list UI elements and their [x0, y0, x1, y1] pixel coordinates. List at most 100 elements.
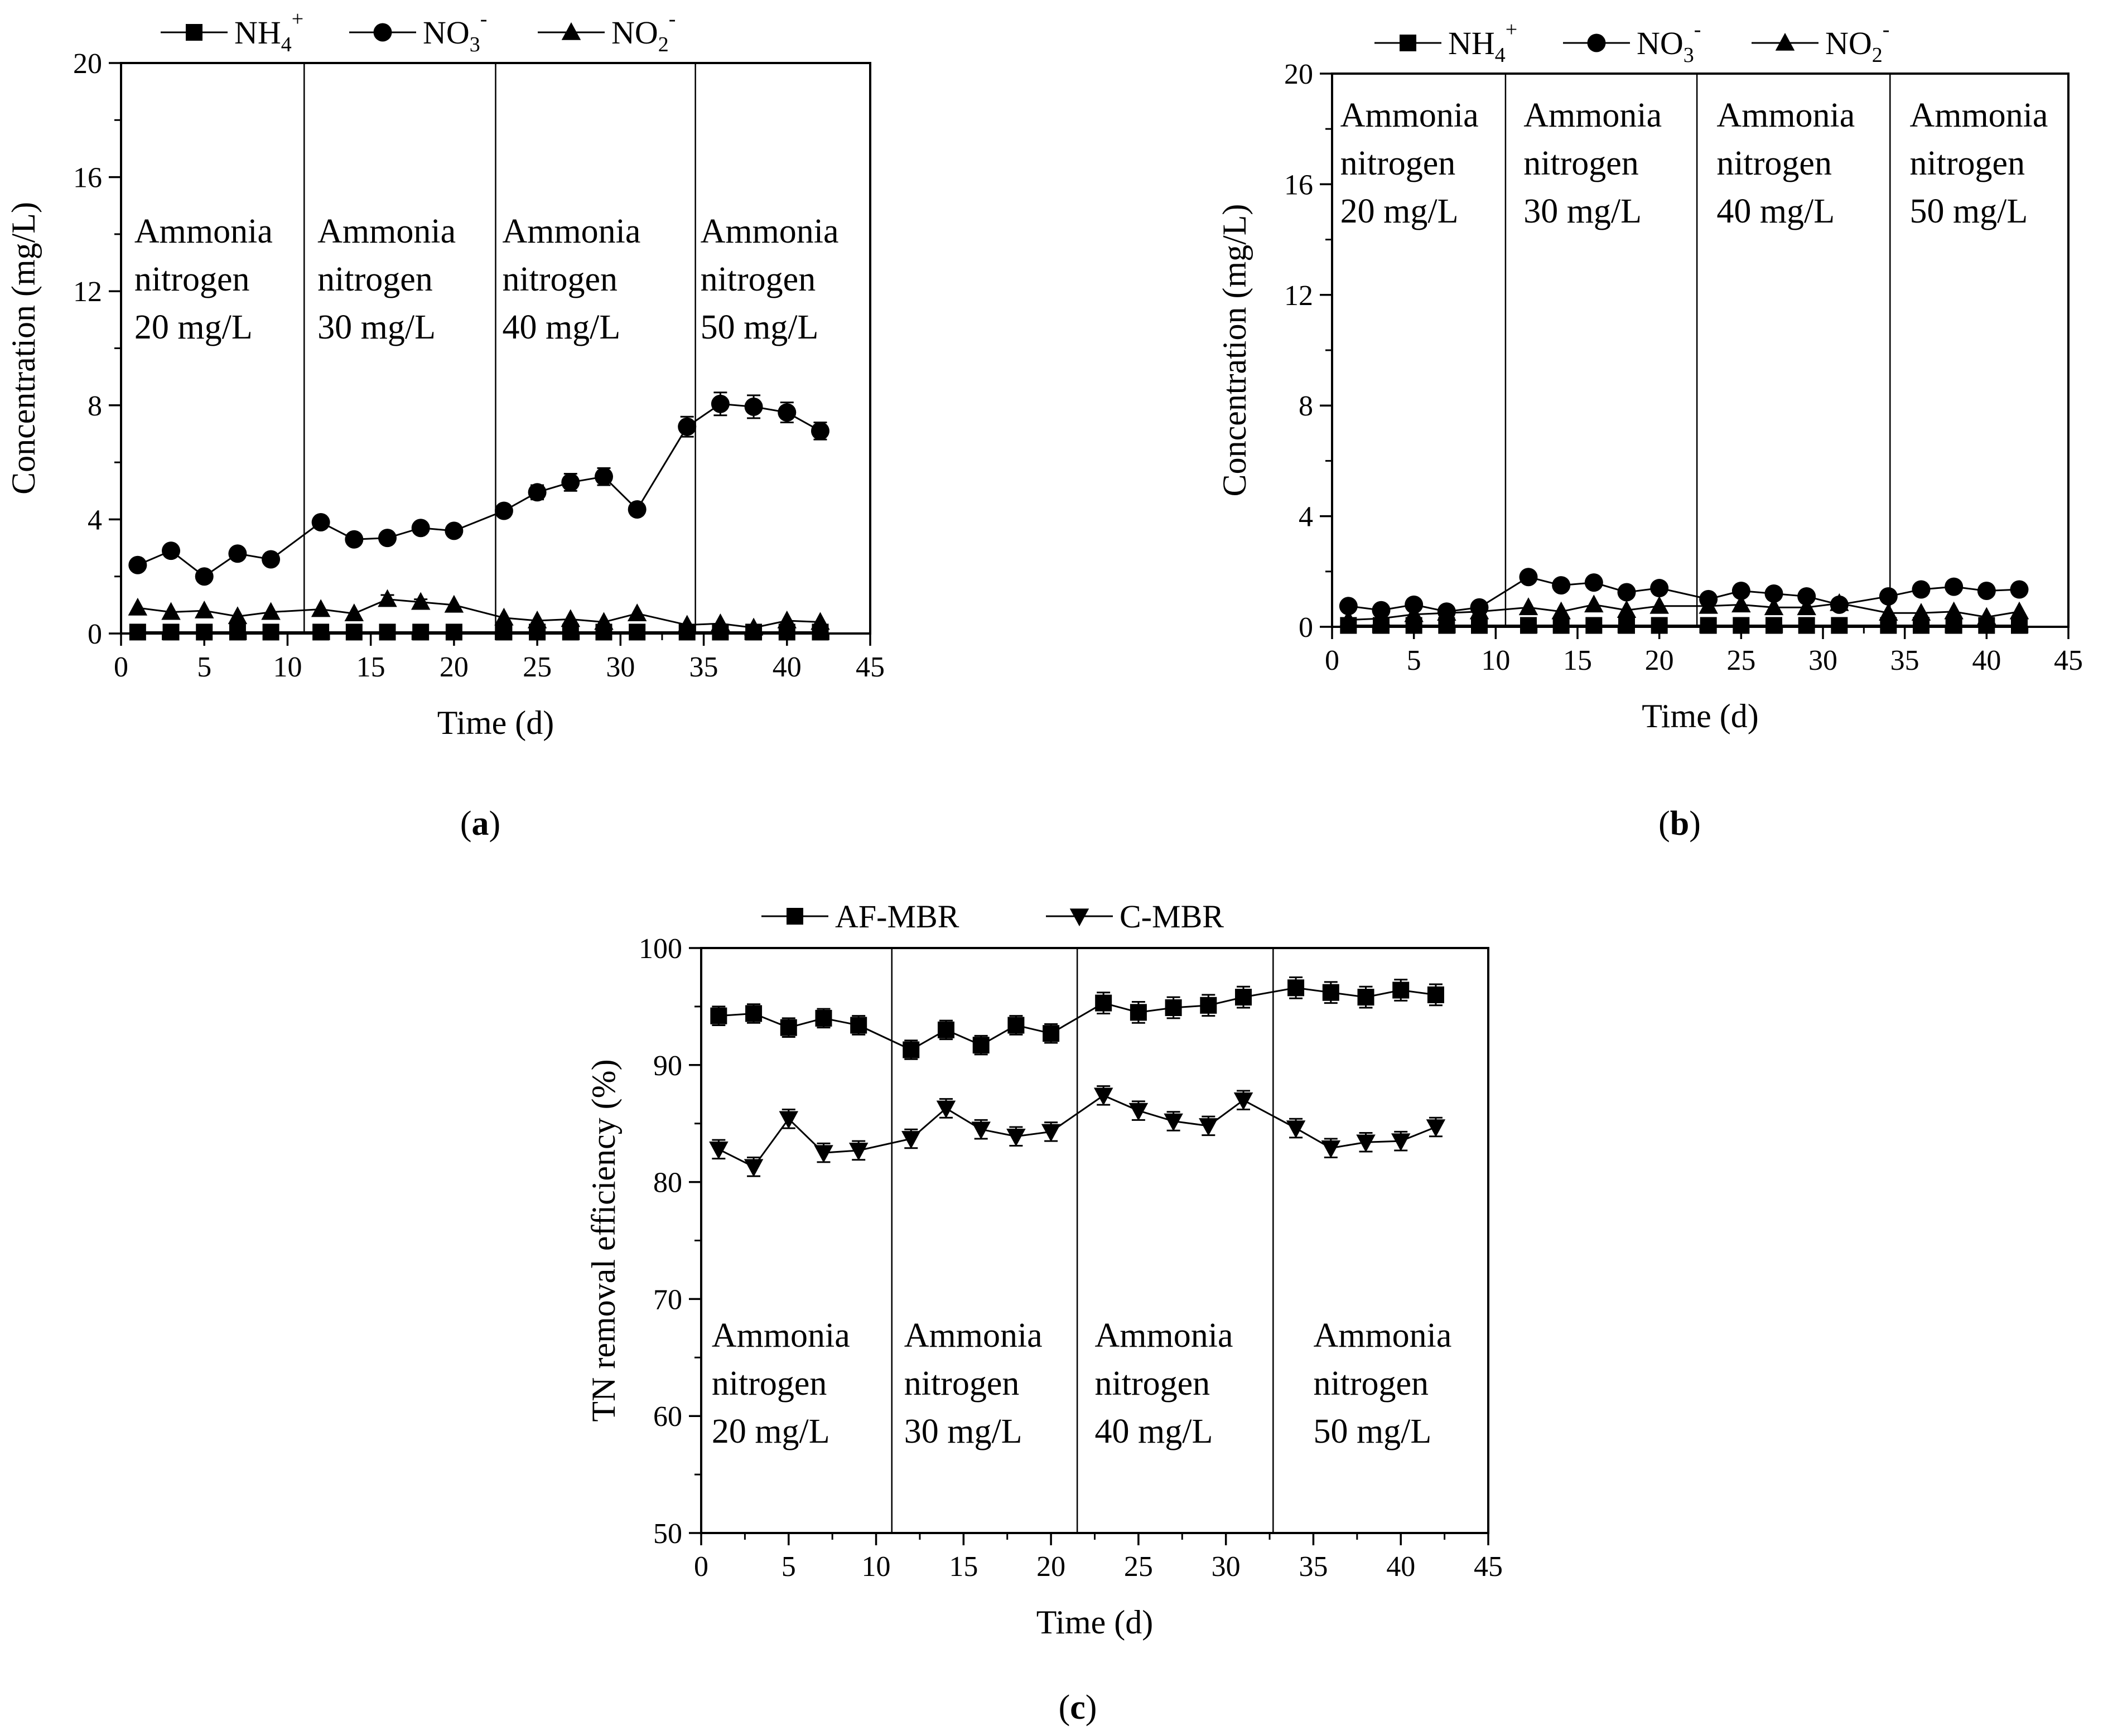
data-point [445, 521, 464, 540]
stage-annotation: nitrogen [317, 260, 433, 298]
data-point [1552, 617, 1570, 634]
data-point [162, 623, 180, 641]
data-point [196, 623, 213, 641]
data-point [1945, 577, 1964, 596]
data-point [195, 567, 214, 586]
data-point [780, 1019, 797, 1036]
data-point [848, 1143, 869, 1161]
data-point [378, 589, 397, 607]
data-point [1912, 580, 1931, 599]
x-tick-label: 20 [1036, 1551, 1065, 1583]
x-tick-label: 30 [1808, 645, 1837, 676]
stage-annotation: 40 mg/L [502, 308, 620, 346]
stage-annotation: nitrogen [701, 260, 816, 298]
data-point [1469, 601, 1489, 620]
data-point [1911, 603, 1931, 621]
x-axis-label: Time (d) [1036, 1604, 1153, 1641]
stage-annotation: Ammonia [134, 212, 273, 250]
y-tick-label: 8 [1299, 390, 1313, 422]
data-point [2011, 617, 2028, 634]
data-point [1357, 989, 1374, 1006]
data-point [778, 403, 797, 422]
data-point [1128, 1102, 1149, 1121]
data-point [311, 513, 330, 532]
stage-annotation: 50 mg/L [1909, 192, 2028, 230]
data-point [1322, 984, 1339, 1001]
data-point [345, 623, 363, 641]
data-point [1944, 601, 1964, 620]
data-point [444, 594, 464, 613]
data-point [344, 603, 364, 621]
x-tick-label: 20 [1645, 645, 1674, 676]
data-point [262, 550, 281, 569]
data-point [1879, 603, 1898, 621]
legend-entry: NH4+ [1374, 18, 1517, 67]
x-tick-label: 45 [856, 651, 885, 683]
data-point [129, 623, 146, 641]
legend-entry: NO3- [349, 7, 487, 56]
x-axis-label: Time (d) [1642, 698, 1758, 734]
stage-annotation: 30 mg/L [317, 308, 436, 346]
x-tick-label: 45 [1474, 1551, 1503, 1583]
legend-marker [186, 24, 202, 41]
data-point [1130, 1004, 1147, 1021]
y-tick-label: 8 [88, 390, 102, 422]
data-point [1699, 596, 1718, 614]
data-point [1518, 597, 1538, 616]
data-point [528, 483, 547, 502]
data-point [445, 623, 462, 641]
data-point [311, 599, 331, 617]
data-point [1798, 617, 1815, 634]
data-point [345, 530, 364, 549]
data-point [744, 617, 764, 636]
stage-annotation: nitrogen [1340, 144, 1456, 182]
data-point [594, 467, 613, 486]
data-point [1650, 579, 1669, 598]
panel-a: 0 5 10 15 20 25 30 35 40 45 0 4 8 12 16 20 Time (d) Conce… [5, 7, 885, 741]
data-point [1095, 994, 1112, 1012]
data-point [1617, 583, 1636, 602]
stage-annotation: nitrogen [502, 260, 618, 298]
data-point [1797, 597, 1816, 616]
legend-entry: NO2- [1752, 18, 1889, 67]
legend-entry: NO3- [1563, 18, 1701, 67]
data-point [561, 473, 580, 492]
stage-annotation: 50 mg/L [701, 308, 819, 346]
data-point [1007, 1017, 1025, 1034]
data-point [1043, 1025, 1060, 1042]
legend-marker [1400, 35, 1416, 51]
data-point [815, 1009, 832, 1027]
stage-annotation: nitrogen [1313, 1365, 1429, 1403]
data-point [628, 500, 647, 519]
data-point [1585, 617, 1603, 634]
y-tick-label: 20 [73, 48, 102, 80]
data-point [1584, 573, 1603, 592]
x-tick-label: 15 [1563, 645, 1592, 676]
data-point [1391, 1133, 1411, 1152]
data-point [1426, 1119, 1446, 1138]
data-point [777, 610, 797, 628]
legend-label: NO2- [1825, 18, 1889, 67]
data-point [711, 394, 730, 413]
stage-annotation: 30 mg/L [1523, 192, 1642, 230]
data-point [1830, 593, 1849, 611]
data-point [1392, 981, 1410, 999]
stage-annotation: Ammonia [701, 212, 839, 250]
data-point [412, 623, 430, 641]
data-point [1831, 617, 1848, 634]
stage-annotation: Ammonia [502, 212, 640, 250]
x-tick-label: 15 [949, 1551, 978, 1583]
series-square [710, 976, 1444, 1060]
data-point [1700, 617, 1717, 634]
data-point [678, 417, 697, 436]
data-point [1165, 999, 1182, 1016]
x-tick-label: 35 [1299, 1551, 1328, 1583]
data-point [936, 1100, 956, 1119]
legend-marker [1069, 908, 1089, 927]
stage-annotation: Ammonia [1523, 96, 1662, 134]
data-point [494, 501, 513, 520]
y-tick-label: 20 [1284, 59, 1313, 90]
data-point [850, 1017, 867, 1034]
data-point [2009, 601, 2029, 620]
